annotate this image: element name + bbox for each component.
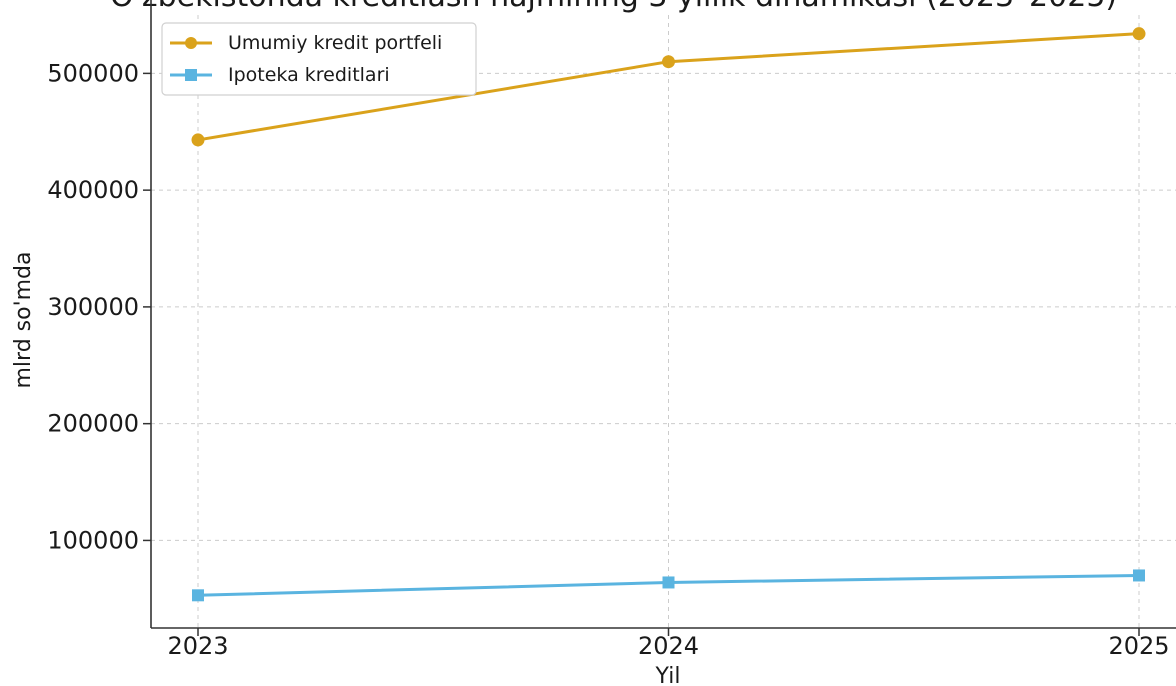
legend-marker: [185, 69, 197, 81]
x-tick-label: 2024: [638, 632, 699, 660]
series-layer: [191, 27, 1146, 602]
y-tick-label: 200000: [47, 410, 139, 438]
x-ticks: 2023 2024 2025: [167, 628, 1170, 660]
data-point: [1133, 569, 1145, 582]
data-point: [662, 55, 675, 69]
y-tick-label: 400000: [47, 176, 139, 204]
series-1: [192, 569, 1145, 602]
legend-label: Umumiy kredit portfeli: [228, 32, 442, 54]
series-0: [191, 27, 1146, 147]
y-ticks: 100000 200000 300000 400000 500000: [47, 59, 151, 554]
data-point: [662, 576, 675, 589]
data-point: [191, 133, 205, 147]
y-axis-label: mlrd so'mda: [11, 251, 36, 388]
data-point: [192, 589, 204, 602]
legend: Umumiy kredit portfeli Ipoteka kreditlari: [161, 22, 477, 96]
y-tick-label: 100000: [47, 526, 139, 554]
legend-marker: [185, 37, 197, 49]
x-axis-label: Yil: [655, 664, 681, 686]
y-tick-label: 500000: [47, 59, 139, 87]
grid: [151, 15, 1176, 628]
legend-label: Ipoteka kreditlari: [228, 64, 390, 86]
x-tick-label: 2023: [167, 632, 228, 660]
y-tick-label: 300000: [47, 293, 139, 321]
chart-title: O'zbekistonda kreditlash hajmining 3 yil…: [110, 0, 1117, 14]
data-point: [1132, 27, 1146, 41]
axes: [150, 0, 1176, 629]
legend-box: [161, 22, 477, 96]
x-tick-label: 2025: [1108, 632, 1169, 660]
